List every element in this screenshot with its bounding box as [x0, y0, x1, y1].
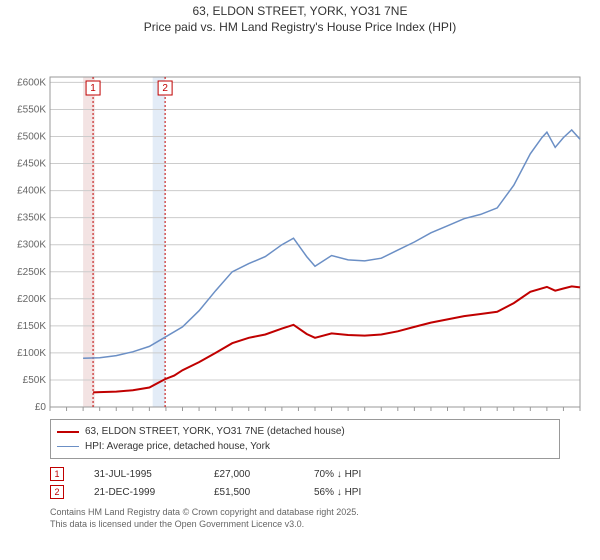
y-tick-label: £600K: [17, 78, 46, 89]
marker-pct: 56% ↓ HPI: [314, 487, 394, 498]
y-tick-label: £400K: [17, 186, 46, 197]
title-line2: Price paid vs. HM Land Registry's House …: [0, 20, 600, 36]
y-tick-label: £350K: [17, 213, 46, 224]
attribution-line1: Contains HM Land Registry data © Crown c…: [50, 507, 560, 519]
y-tick-label: £200K: [17, 294, 46, 305]
legend-item: HPI: Average price, detached house, York: [57, 439, 553, 454]
marker-row-badge: 1: [50, 467, 64, 481]
marker-row-badge: 2: [50, 485, 64, 499]
marker-badge-label: 1: [90, 83, 96, 94]
y-tick-label: £500K: [17, 132, 46, 143]
marker-table: 1 31-JUL-1995 £27,000 70% ↓ HPI 2 21-DEC-1999…: [50, 465, 560, 501]
title-line1: 63, ELDON STREET, YORK, YO31 7NE: [0, 4, 600, 20]
marker-pct: 70% ↓ HPI: [314, 469, 394, 480]
legend-item: 63, ELDON STREET, YORK, YO31 7NE (detach…: [57, 424, 553, 439]
y-tick-label: £150K: [17, 321, 46, 332]
legend-label: HPI: Average price, detached house, York: [85, 439, 270, 454]
marker-row: 2 21-DEC-1999 £51,500 56% ↓ HPI: [50, 483, 560, 501]
attribution-line2: This data is licensed under the Open Gov…: [50, 519, 560, 531]
series-price_paid: [93, 287, 580, 393]
legend-swatch: [57, 431, 79, 433]
legend-label: 63, ELDON STREET, YORK, YO31 7NE (detach…: [85, 424, 345, 439]
marker-date: 21-DEC-1999: [94, 487, 184, 498]
marker-row: 1 31-JUL-1995 £27,000 70% ↓ HPI: [50, 465, 560, 483]
y-tick-label: £550K: [17, 105, 46, 116]
line-chart: £0 £50K £100K £150K £200K £250K £300K £350K £400…: [0, 35, 600, 415]
plot-border: [50, 77, 580, 407]
marker-date: 31-JUL-1995: [94, 469, 184, 480]
chart-area: £0 £50K £100K £150K £200K £250K £300K £350K £400…: [0, 35, 600, 415]
chart-title: 63, ELDON STREET, YORK, YO31 7NE Price p…: [0, 0, 600, 35]
marker-price: £27,000: [214, 469, 284, 480]
y-tick-label: £450K: [17, 159, 46, 170]
attribution: Contains HM Land Registry data © Crown c…: [50, 507, 560, 530]
y-tick-label: £250K: [17, 267, 46, 278]
marker-badge-label: 2: [162, 83, 168, 94]
legend: 63, ELDON STREET, YORK, YO31 7NE (detach…: [50, 419, 560, 459]
y-tick-label: £300K: [17, 240, 46, 251]
y-tick-label: £100K: [17, 348, 46, 359]
shaded-band: [153, 77, 165, 407]
legend-swatch: [57, 446, 79, 447]
marker-price: £51,500: [214, 487, 284, 498]
y-tick-label: £50K: [23, 375, 47, 386]
y-tick-label: £0: [35, 402, 47, 413]
